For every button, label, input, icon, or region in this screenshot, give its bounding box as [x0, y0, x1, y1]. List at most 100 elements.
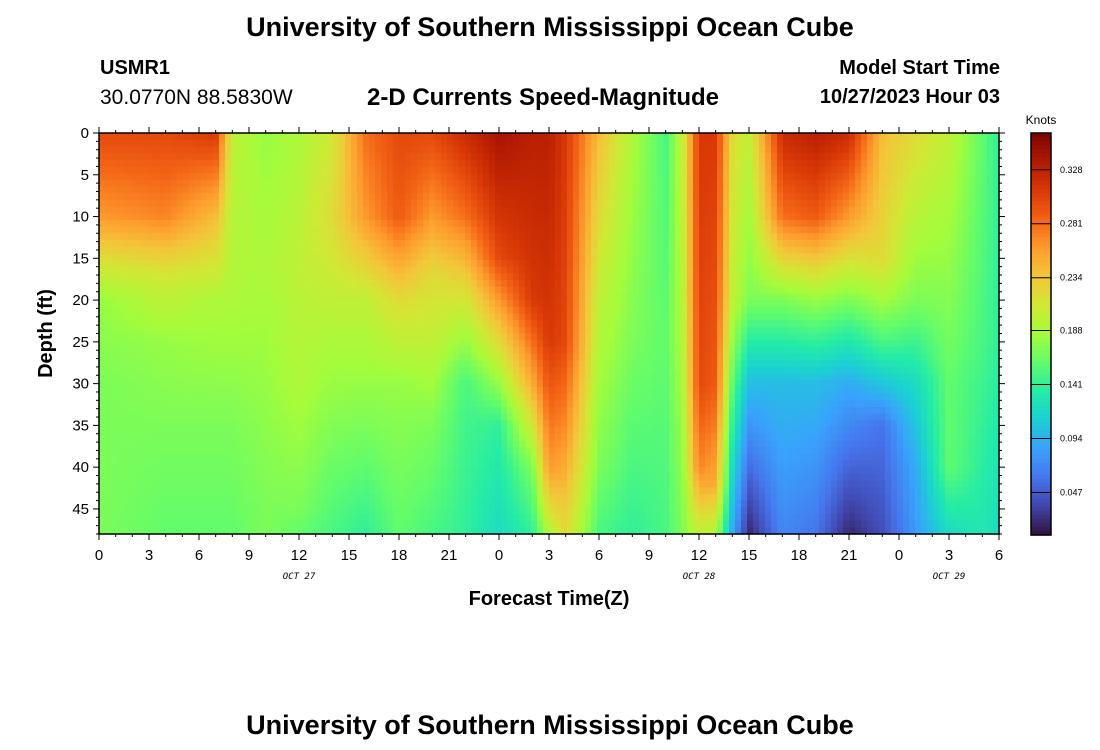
heatmap-cell: [339, 280, 346, 288]
heatmap-cell: [363, 186, 370, 194]
heatmap-cell: [411, 340, 418, 348]
heatmap-cell: [579, 440, 586, 448]
heatmap-cell: [213, 346, 220, 355]
heatmap-cell: [567, 520, 574, 528]
heatmap-cell: [297, 346, 304, 355]
heatmap-cell: [519, 193, 526, 201]
heatmap-cell: [213, 173, 220, 181]
heatmap-cell: [411, 133, 418, 141]
heatmap-cell: [429, 433, 436, 442]
heatmap-cell: [519, 186, 526, 194]
heatmap-cell: [183, 313, 190, 321]
heatmap-cell: [489, 527, 496, 535]
heatmap-cell: [189, 179, 196, 188]
heatmap-cell: [477, 433, 484, 442]
heatmap-cell: [297, 219, 304, 228]
heatmap-cell: [273, 420, 280, 428]
heatmap-cell: [249, 460, 256, 468]
heatmap-cell: [171, 520, 178, 528]
heatmap-cell: [255, 186, 262, 194]
heatmap-cell: [351, 393, 358, 401]
heatmap-cell: [381, 353, 388, 361]
heatmap-cell: [279, 527, 286, 535]
heatmap-cell: [417, 300, 424, 308]
heatmap-cell: [579, 159, 586, 168]
heatmap-cell: [525, 407, 532, 415]
heatmap-cell: [567, 273, 574, 281]
heatmap-cell: [273, 246, 280, 254]
heatmap-cell: [447, 166, 454, 174]
heatmap-cell: [105, 507, 112, 515]
heatmap-cell: [417, 293, 424, 301]
heatmap-cell: [237, 199, 244, 208]
heatmap-cell: [285, 393, 292, 401]
heatmap-cell: [303, 320, 310, 328]
heatmap-cell: [375, 500, 382, 508]
heatmap-cell: [447, 259, 454, 268]
heatmap-cell: [225, 146, 232, 154]
heatmap-cell: [333, 460, 340, 468]
heatmap-cell: [399, 366, 406, 375]
heatmap-cell: [573, 473, 580, 482]
heatmap-cell: [303, 280, 310, 288]
heatmap-cell: [189, 400, 196, 408]
heatmap-cell: [291, 193, 298, 201]
heatmap-cell: [141, 460, 148, 468]
heatmap-cell: [255, 293, 262, 301]
heatmap-cell: [411, 259, 418, 268]
heatmap-cell: [267, 373, 274, 381]
heatmap-cell: [105, 300, 112, 308]
heatmap-cell: [147, 467, 154, 475]
heatmap-cell: [567, 346, 574, 355]
heatmap-cell: [255, 153, 262, 161]
heatmap-cell: [405, 280, 412, 288]
heatmap-cell: [345, 173, 352, 181]
heatmap-cell: [189, 500, 196, 508]
heatmap-cell: [459, 513, 466, 522]
heatmap-cell: [381, 420, 388, 428]
heatmap-cell: [255, 500, 262, 508]
heatmap-cell: [291, 246, 298, 254]
heatmap-cell: [279, 313, 286, 321]
heatmap-cell: [285, 413, 292, 421]
heatmap-cell: [201, 199, 208, 208]
heatmap-cell: [189, 273, 196, 281]
heatmap-cell: [279, 380, 286, 388]
heatmap-cell: [567, 380, 574, 388]
heatmap-cell: [243, 166, 250, 174]
heatmap-cell: [279, 253, 286, 261]
heatmap-cell: [423, 400, 430, 408]
heatmap-cell: [375, 320, 382, 328]
heatmap-cell: [129, 166, 136, 174]
heatmap-cell: [507, 393, 514, 401]
heatmap-cell: [537, 193, 544, 201]
heatmap-cell: [555, 199, 562, 208]
heatmap-cell: [429, 480, 436, 488]
heatmap-cell: [135, 353, 142, 361]
heatmap-cell: [585, 340, 592, 348]
heatmap-cell: [465, 333, 472, 341]
heatmap-cell: [459, 433, 466, 442]
heatmap-cell: [195, 320, 202, 328]
heatmap-cell: [399, 266, 406, 274]
heatmap-cell: [99, 447, 106, 455]
heatmap-cell: [327, 340, 334, 348]
heatmap-cell: [567, 280, 574, 288]
heatmap-cell: [333, 333, 340, 341]
heatmap-cell: [435, 393, 442, 401]
heatmap-cell: [351, 400, 358, 408]
heatmap-cell: [309, 253, 316, 261]
heatmap-cell: [435, 333, 442, 341]
heatmap-cell: [303, 420, 310, 428]
heatmap-cell: [123, 259, 130, 268]
heatmap-cell: [219, 280, 226, 288]
heatmap-cell: [417, 433, 424, 442]
heatmap-cell: [279, 300, 286, 308]
heatmap-cell: [339, 213, 346, 221]
heatmap-cell: [177, 420, 184, 428]
heatmap-cell: [327, 326, 334, 335]
heatmap-cell: [117, 233, 124, 241]
heatmap-cell: [393, 393, 400, 401]
heatmap-cell: [513, 179, 520, 188]
heatmap-cell: [459, 193, 466, 201]
